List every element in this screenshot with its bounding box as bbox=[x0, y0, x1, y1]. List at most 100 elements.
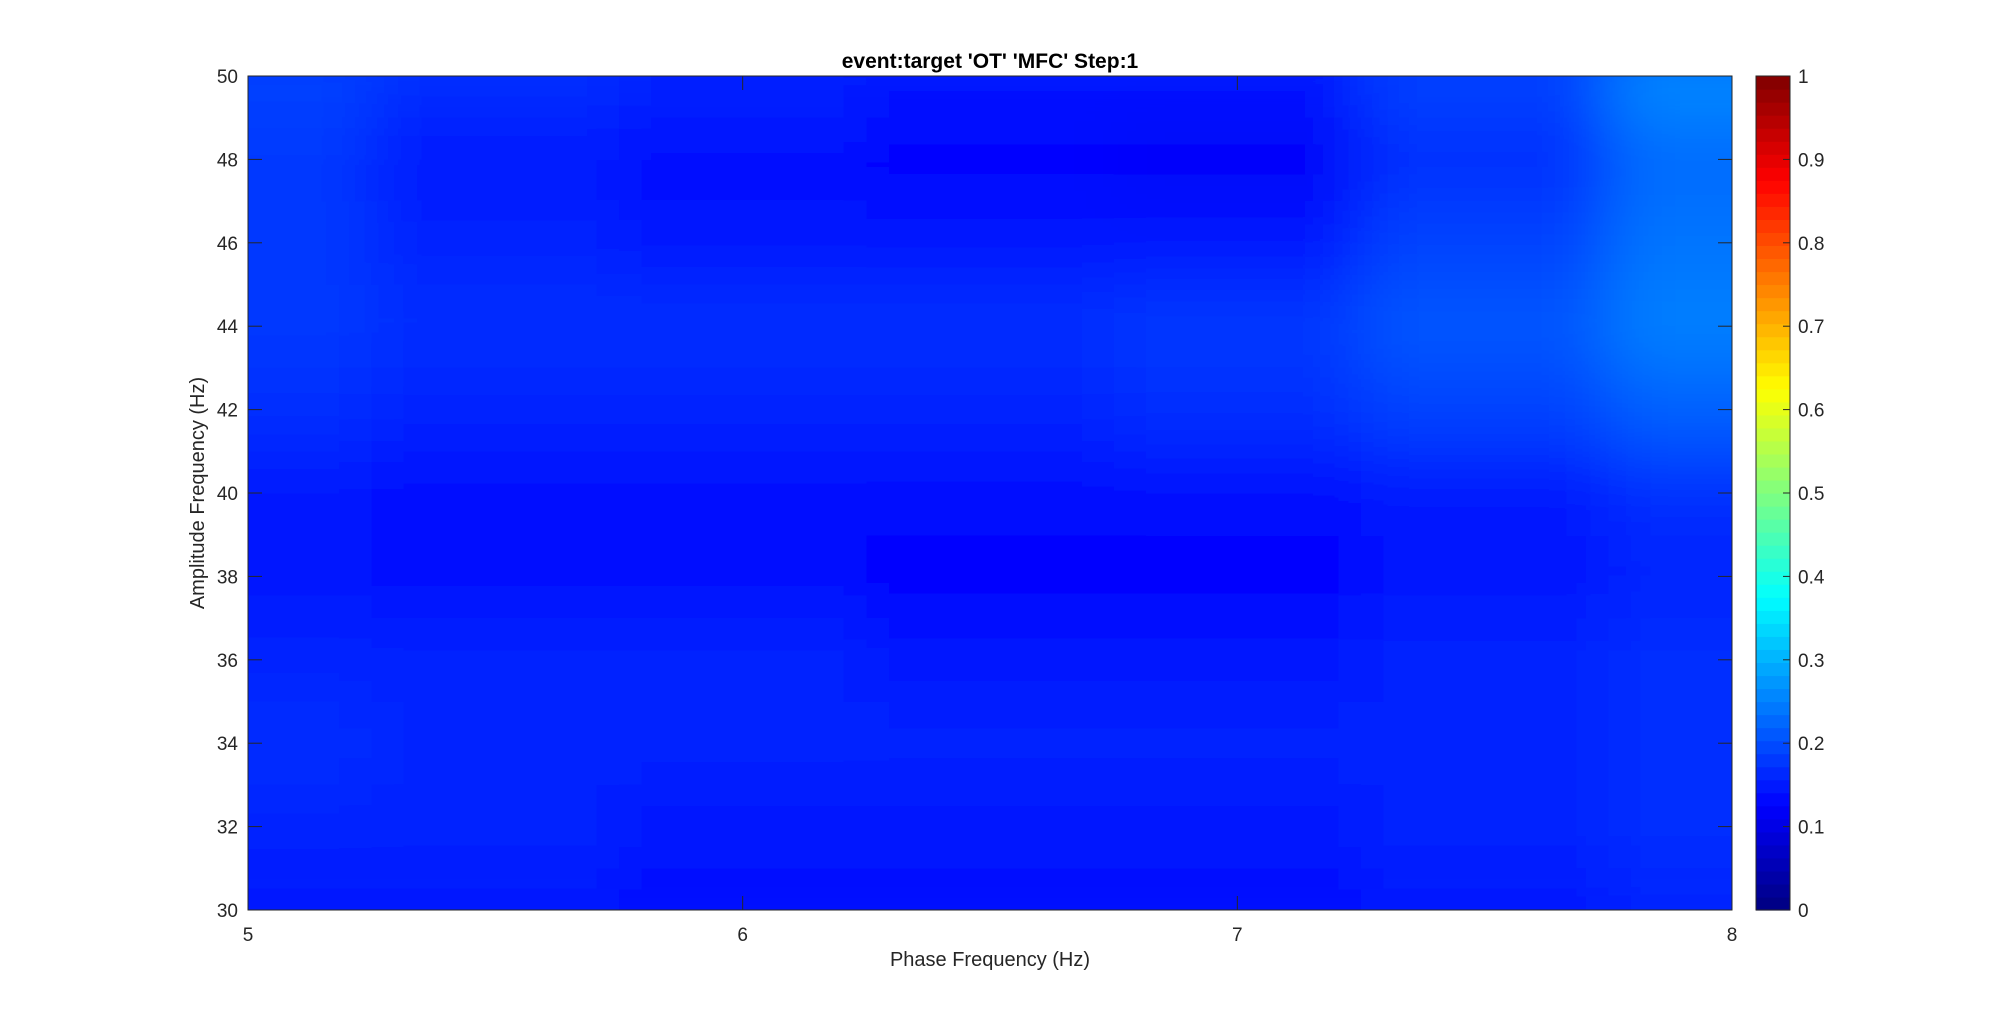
colorbar-tick-label: 0.3 bbox=[1798, 651, 1824, 672]
heatmap-cell bbox=[371, 284, 619, 368]
heatmap-cell bbox=[1361, 451, 1609, 535]
heatmap-cell bbox=[371, 451, 619, 535]
heatmap-cell bbox=[1608, 76, 1732, 118]
heatmap-cell bbox=[371, 701, 619, 785]
heatmap-cell bbox=[619, 618, 867, 702]
colorbar-tick-label: 0.8 bbox=[1798, 234, 1824, 255]
colorbar-segment bbox=[1756, 870, 1790, 885]
colorbar-tick-label: 0.7 bbox=[1798, 317, 1824, 338]
heatmap-cell bbox=[619, 534, 867, 619]
heatmap-cell bbox=[1361, 367, 1609, 452]
colorbar-segment bbox=[1756, 727, 1790, 742]
heatmap-cell bbox=[248, 451, 372, 535]
colorbar-segment bbox=[1756, 440, 1790, 455]
heatmap-cell bbox=[619, 117, 867, 202]
y-tick-label: 34 bbox=[217, 734, 239, 755]
colorbar-tick-label: 0.5 bbox=[1798, 484, 1824, 505]
colorbar-segment bbox=[1756, 284, 1790, 299]
colorbar-segment bbox=[1756, 414, 1790, 429]
heatmap-cell bbox=[1608, 701, 1732, 785]
colorbar-segment bbox=[1756, 792, 1790, 807]
colorbar-segment bbox=[1756, 245, 1790, 260]
y-tick-label: 30 bbox=[217, 901, 238, 922]
x-tick-label: 7 bbox=[1232, 925, 1243, 946]
colorbar-segment bbox=[1756, 375, 1790, 390]
colorbar-segment bbox=[1756, 115, 1790, 129]
heatmap-cell bbox=[1361, 868, 1609, 910]
x-tick-label: 8 bbox=[1727, 925, 1738, 946]
heatmap-cell bbox=[1113, 618, 1361, 702]
heatmap-cell bbox=[248, 367, 372, 452]
colorbar-tick-label: 0.1 bbox=[1798, 818, 1824, 839]
x-tick-label: 6 bbox=[737, 925, 748, 946]
x-axis-label: Phase Frequency (Hz) bbox=[890, 949, 1090, 971]
heatmap-cell bbox=[248, 701, 372, 785]
colorbar-segment bbox=[1756, 493, 1790, 507]
colorbar-segment bbox=[1756, 649, 1790, 664]
colorbar-segment bbox=[1756, 883, 1790, 898]
y-tick-label: 44 bbox=[217, 317, 239, 338]
colorbar: 0 0.1 0.2 0.3 0.4 0.5 0.6 0.7 0.8 0.9 1 bbox=[1755, 67, 1825, 922]
heatmap-cell bbox=[248, 618, 372, 702]
colorbar-segment bbox=[1756, 740, 1790, 755]
y-tick-label: 48 bbox=[217, 150, 238, 171]
heatmap-cell bbox=[1361, 534, 1609, 619]
colorbar-segment bbox=[1756, 688, 1790, 703]
heatmap-cell bbox=[866, 367, 1114, 452]
colorbar-segment bbox=[1756, 401, 1790, 416]
heatmap-cell bbox=[248, 284, 372, 368]
colorbar-segment bbox=[1756, 532, 1790, 546]
heatmap-cell bbox=[1608, 367, 1732, 452]
heatmap-cell bbox=[1113, 784, 1361, 869]
colorbar-segment bbox=[1756, 297, 1790, 312]
heatmap-cell bbox=[248, 201, 372, 285]
heatmap-cell bbox=[1113, 451, 1361, 535]
colorbar-segment bbox=[1756, 662, 1790, 677]
colorbar-segment bbox=[1756, 167, 1790, 181]
heatmap-cell bbox=[866, 701, 1114, 785]
colorbar-segment bbox=[1756, 597, 1790, 611]
heatmap-cell bbox=[371, 534, 619, 619]
y-axis-ticks: 30 32 34 36 38 40 42 44 46 48 50 bbox=[217, 67, 1732, 922]
heatmap-cell bbox=[1608, 868, 1732, 910]
colorbar-segment bbox=[1756, 584, 1790, 598]
colorbar-segment bbox=[1756, 427, 1790, 442]
colorbar-segment bbox=[1756, 206, 1790, 220]
heatmap-cell bbox=[248, 868, 372, 910]
heatmap-cell bbox=[1361, 618, 1609, 702]
colorbar-segment bbox=[1756, 753, 1790, 768]
x-tick-label: 5 bbox=[243, 925, 254, 946]
heatmap-cell bbox=[619, 367, 867, 452]
colorbar-segment bbox=[1756, 766, 1790, 781]
heatmap-cell bbox=[371, 76, 619, 118]
y-tick-label: 38 bbox=[217, 567, 238, 588]
colorbar-segment bbox=[1756, 466, 1790, 481]
heatmap-cell bbox=[1361, 784, 1609, 869]
y-tick-label: 40 bbox=[217, 484, 238, 505]
colorbar-segment bbox=[1756, 89, 1790, 103]
colorbar-tick-label: 0.2 bbox=[1798, 734, 1824, 755]
colorbar-segment bbox=[1756, 76, 1790, 90]
colorbar-segment bbox=[1756, 857, 1790, 872]
heatmap-cell bbox=[1361, 201, 1609, 285]
heatmap-cell bbox=[1608, 534, 1732, 619]
colorbar-segment bbox=[1756, 545, 1790, 559]
colorbar-segment bbox=[1756, 831, 1790, 846]
heatmap-cell bbox=[371, 117, 619, 202]
colorbar-segment bbox=[1756, 844, 1790, 859]
heatmap-cell bbox=[248, 76, 372, 118]
colorbar-tick-label: 0.6 bbox=[1798, 401, 1824, 422]
heatmap-cell bbox=[1361, 701, 1609, 785]
heatmap-cell bbox=[371, 367, 619, 452]
colorbar-segment bbox=[1756, 714, 1790, 729]
heatmap-cell bbox=[248, 534, 372, 619]
colorbar-segment bbox=[1756, 818, 1790, 833]
heatmap-cell bbox=[1113, 284, 1361, 368]
heatmap-cell bbox=[371, 868, 619, 910]
heatmap-cell bbox=[1113, 534, 1361, 619]
y-axis-label: Amplitude Frequency (Hz) bbox=[187, 377, 209, 609]
colorbar-segment bbox=[1756, 141, 1790, 155]
heatmap-cell bbox=[866, 784, 1114, 869]
colorbar-tick-label: 0.9 bbox=[1798, 150, 1824, 171]
